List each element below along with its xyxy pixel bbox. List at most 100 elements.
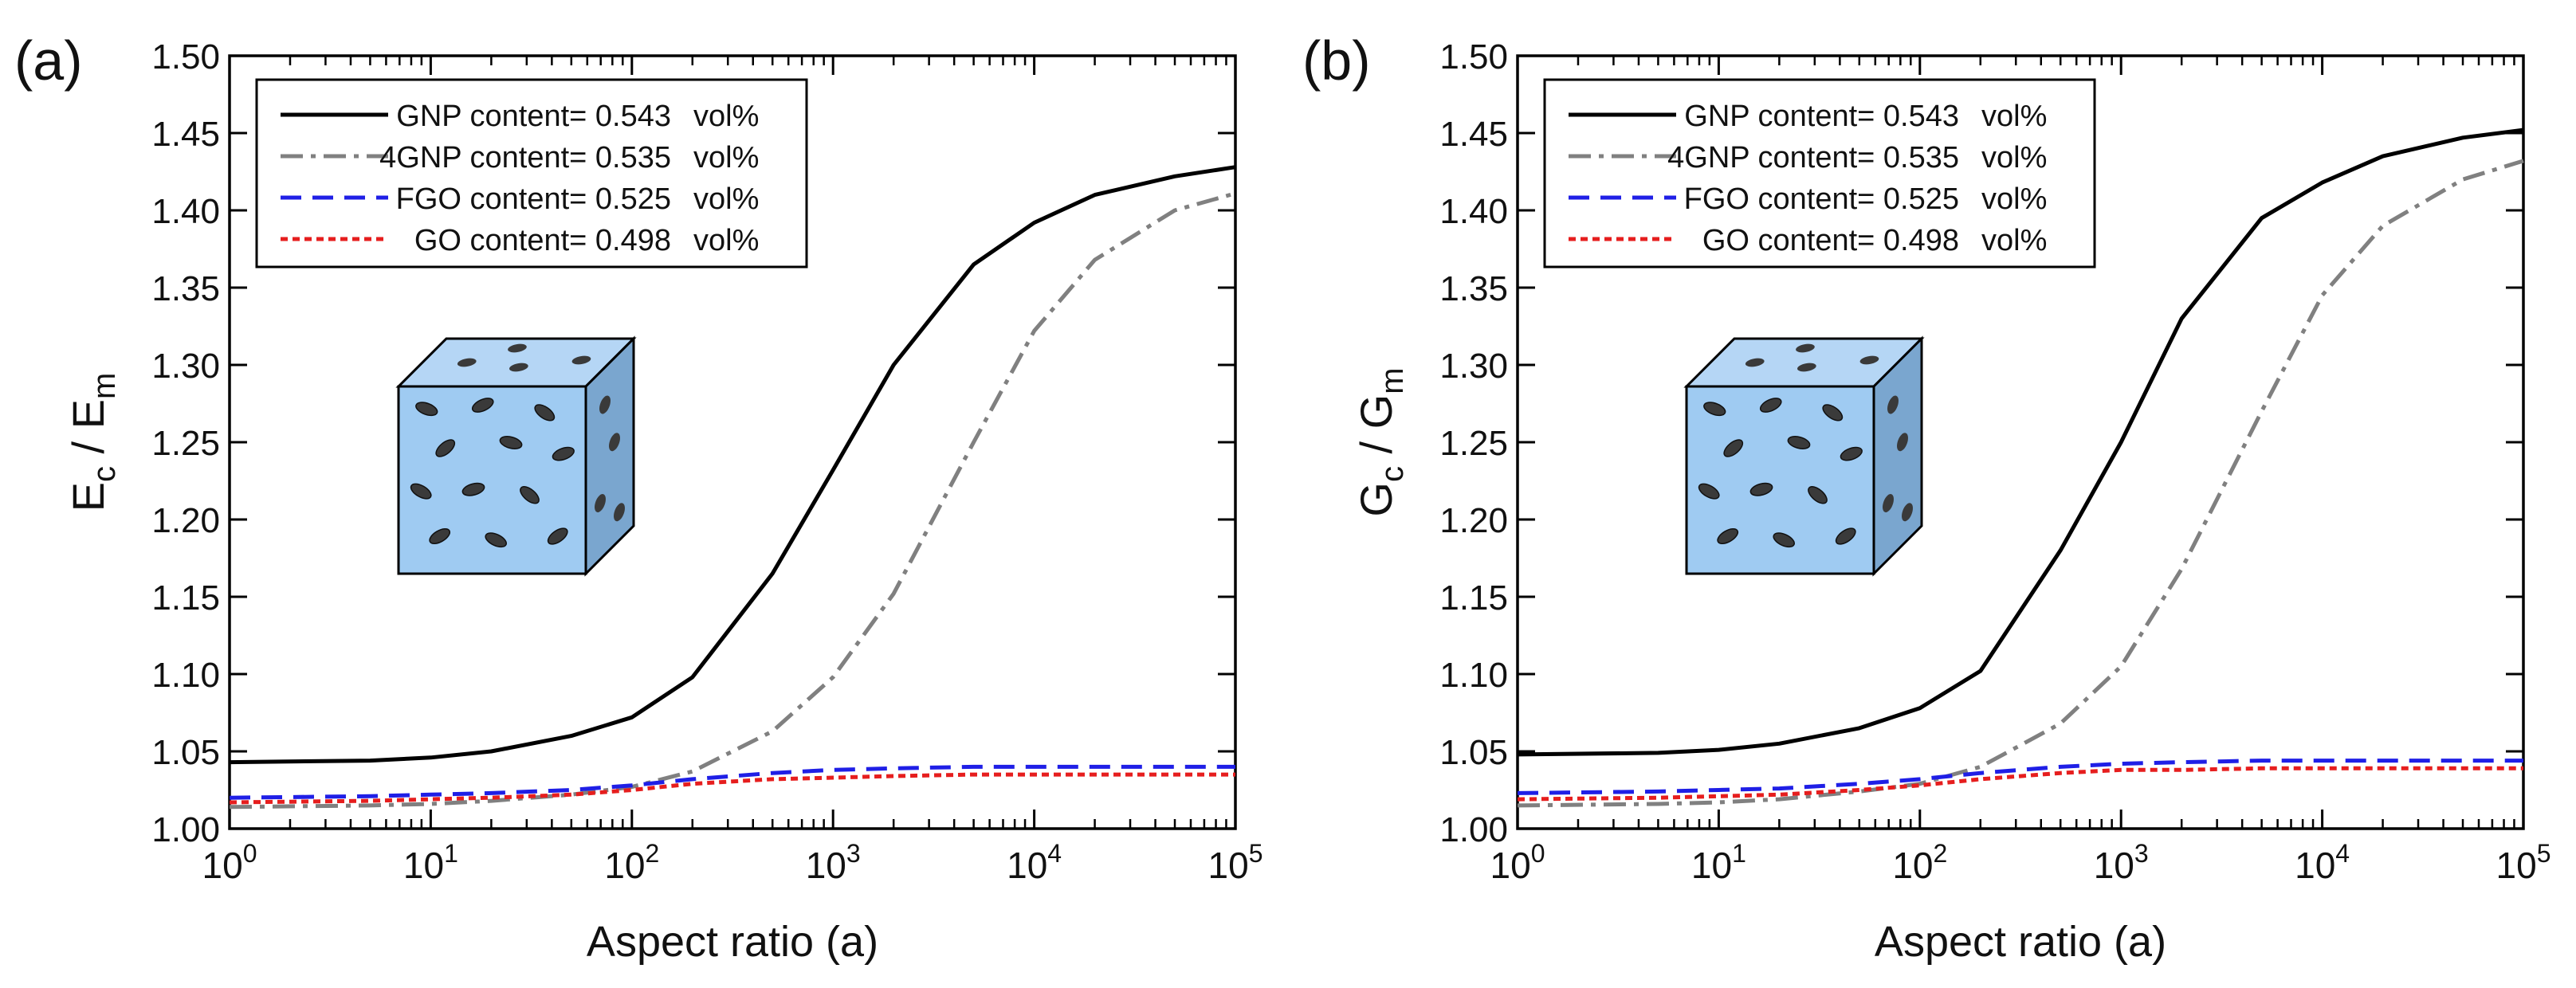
graphene-particle [1797, 363, 1816, 372]
legend-label: GNP content= 0.543 [396, 100, 671, 133]
x-tick-label: 101 [403, 839, 458, 886]
x-tick-base: 10 [806, 845, 846, 886]
x-tick-label: 105 [2496, 839, 2551, 886]
y-tick-label: 1.05 [1439, 733, 1508, 772]
y-axis-label-main: G [1351, 482, 1401, 517]
y-axis-label-text: Gc / Gm [1351, 367, 1410, 516]
y-tick-label: 1.05 [151, 733, 220, 772]
y-tick-label: 1.40 [151, 192, 220, 231]
y-tick-label: 1.35 [1439, 269, 1508, 308]
graphene-particle [485, 532, 507, 548]
graphene-particle [1745, 358, 1765, 367]
x-axis-label: Aspect ratio (a) [587, 918, 878, 966]
chart-panel-b: (b) 1.00 1.05 1.10 1.15 1.20 1.25 1.30 1.35 1.40 1… [1288, 0, 2576, 988]
graphene-particle [1773, 532, 1795, 548]
x-tick-base: 10 [2295, 845, 2335, 886]
graphene-particle [509, 363, 528, 372]
graphene-particle [415, 402, 438, 417]
y-tick-label: 1.50 [1439, 37, 1508, 76]
series-line-4gnp [229, 191, 1236, 810]
graphene-particle [1796, 343, 1815, 353]
y-axis-label-sub1: c [87, 466, 122, 482]
y-tick-label: 1.10 [1439, 656, 1508, 695]
x-tick-base: 10 [1892, 845, 1933, 886]
x-tick-base: 10 [1691, 845, 1732, 886]
y-tick-label: 1.20 [1439, 501, 1508, 540]
y-axis-label-sub1: c [1375, 466, 1410, 482]
series-line-go [1517, 766, 2523, 802]
legend-label: FGO content= 0.525 [1684, 182, 1959, 216]
legend-unit: vol% [693, 141, 759, 174]
x-tick-exponent: 4 [2335, 839, 2350, 868]
graphene-particle [552, 446, 575, 461]
x-tick-exponent: 1 [1732, 839, 1746, 868]
x-tick-exponent: 2 [1933, 839, 1947, 868]
x-tick-exponent: 4 [1047, 839, 1062, 868]
legend-label: GO content= 0.498 [1702, 224, 1959, 257]
y-tick-label: 1.25 [1439, 424, 1508, 463]
y-axis-label-mid: / E [63, 399, 113, 466]
graphene-particle [508, 343, 527, 353]
legend-label: GNP content= 0.543 [1684, 100, 1959, 133]
graphene-particle [1723, 439, 1744, 457]
x-tick-exponent: 5 [1249, 839, 1263, 868]
x-tick-label: 102 [1892, 839, 1947, 886]
legend-unit: vol% [693, 224, 759, 257]
y-axis-label-mid: / G [1351, 394, 1401, 466]
x-tick-label: 105 [1208, 839, 1263, 886]
y-tick-label: 1.50 [151, 37, 220, 76]
graphene-particle [1897, 433, 1908, 452]
y-tick-label: 1.45 [151, 115, 220, 154]
plot-frame [228, 54, 1237, 830]
graphene-particle [1883, 494, 1894, 512]
x-tick-base: 10 [1490, 845, 1531, 886]
legend-unit: vol% [1981, 224, 2047, 257]
y-tick-label: 1.45 [1439, 115, 1508, 154]
x-tick-base: 10 [2094, 845, 2134, 886]
graphene-particle [547, 527, 568, 545]
graphene-particle [520, 486, 540, 504]
y-tick-label: 1.35 [151, 269, 220, 308]
x-tick-label: 103 [2094, 839, 2149, 886]
y-axis-label: Ec / Em [63, 373, 122, 512]
y-tick-label: 1.40 [1439, 192, 1508, 231]
composite-cube-illustration [1683, 335, 1925, 577]
x-tick-base: 10 [1208, 845, 1249, 886]
x-tick-base: 10 [604, 845, 645, 886]
legend-unit: vol% [1981, 141, 2047, 174]
x-tick-label: 104 [1007, 839, 1062, 886]
x-tick-base: 10 [202, 845, 243, 886]
y-tick-label: 1.00 [151, 810, 220, 849]
x-tick-label: 101 [1691, 839, 1746, 886]
graphene-particle [599, 395, 611, 414]
x-tick-label: 104 [2295, 839, 2350, 886]
graphene-particle [1859, 355, 1879, 365]
x-tick-exponent: 3 [2134, 839, 2149, 868]
graphene-particle [461, 482, 485, 496]
series-line-fgo [1517, 759, 2523, 795]
legend-box [1543, 78, 2096, 269]
series-line-go [229, 772, 1235, 805]
y-tick-label: 1.30 [151, 347, 220, 386]
y-tick-label: 1.15 [151, 578, 220, 618]
x-tick-base: 10 [2496, 845, 2537, 886]
y-tick-label: 1.25 [151, 424, 220, 463]
graphene-particle [1703, 402, 1726, 417]
series-line-gnp [1517, 127, 2524, 757]
x-tick-label: 100 [202, 839, 257, 886]
x-tick-exponent: 0 [243, 839, 257, 868]
chart-a-svg: (a) 1.00 1.05 1.10 1.15 1.20 1.25 1.30 1.35 1.40 1… [14, 29, 1263, 966]
x-tick-exponent: 3 [846, 839, 861, 868]
x-tick-label: 102 [604, 839, 659, 886]
y-tick-label: 1.15 [1439, 578, 1508, 618]
panel-label: (b) [1302, 29, 1371, 92]
legend-label: FGO content= 0.525 [396, 182, 671, 216]
y-tick-label: 1.10 [151, 656, 220, 695]
legend-box [255, 78, 808, 269]
graphene-particle [471, 398, 494, 413]
graphene-particle [1717, 527, 1739, 545]
chart-panel-a: (a) 1.00 1.05 1.10 1.15 1.20 1.25 1.30 1.35 1.40 1… [14, 29, 1263, 966]
y-axis-label-sub2: m [87, 373, 122, 399]
y-tick-label: 1.30 [1439, 347, 1508, 386]
graphene-particle [1759, 398, 1782, 413]
